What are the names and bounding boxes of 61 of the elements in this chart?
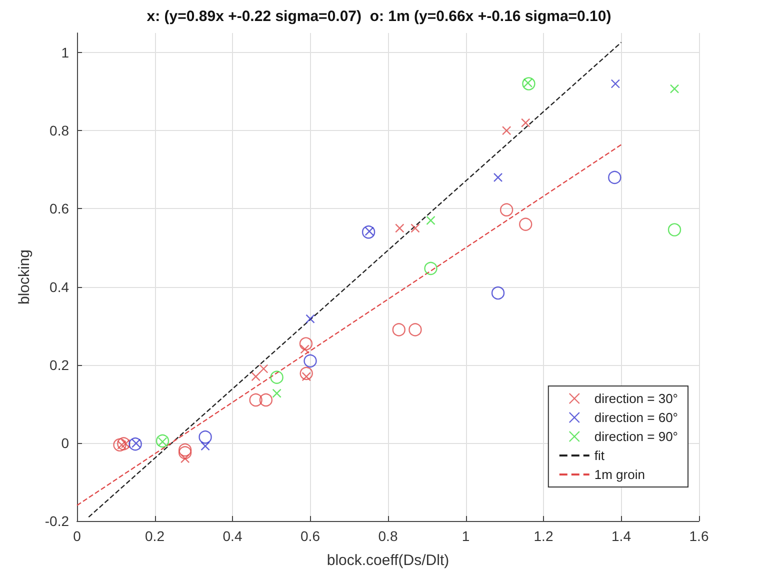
point (304, 354, 317, 368)
point (249, 393, 262, 407)
point (362, 226, 376, 239)
point (519, 218, 532, 231)
point (259, 364, 268, 374)
point (178, 446, 192, 460)
point (299, 337, 313, 350)
point (491, 286, 505, 300)
point (608, 170, 622, 184)
point (200, 441, 210, 451)
x-tick-label: 1.2 (534, 528, 554, 544)
y-tick-label: 0.2 (50, 356, 70, 373)
legend-label: direction = 60° (594, 410, 678, 425)
y-tick-label: -0.2 (44, 513, 70, 529)
point (668, 223, 682, 236)
point (522, 77, 536, 90)
point (610, 79, 620, 88)
point (272, 388, 282, 398)
point (270, 370, 284, 384)
point (502, 126, 512, 136)
x-tick-label: 1.4 (612, 528, 632, 544)
point (500, 203, 514, 216)
legend-label: direction = 30° (594, 391, 678, 406)
point (410, 224, 420, 233)
point (392, 323, 406, 336)
point (300, 366, 313, 380)
point (306, 314, 315, 324)
x-tick-label: 1 (462, 528, 470, 544)
y-tick-label: 0.6 (50, 200, 70, 217)
point (117, 437, 130, 450)
point (178, 443, 192, 457)
legend-label: direction = 90° (594, 429, 678, 444)
y-tick-label: 1 (61, 44, 70, 61)
x-tick-label: 0.4 (222, 528, 242, 544)
x-tick-label: 0.2 (145, 528, 165, 544)
point (670, 84, 680, 94)
legend-label: fit (594, 448, 605, 463)
point (424, 262, 438, 276)
x-tick-label: 0 (73, 528, 82, 544)
point (493, 172, 503, 182)
y-tick-label: 0.4 (50, 278, 70, 295)
chart-title: x: (y=0.89x +-0.22 sigma=0.07) o: 1m (y=0.66x +-0.16 sigma=0.10) (146, 8, 612, 25)
y-axis-title: blocking (16, 249, 33, 305)
point (251, 372, 260, 382)
point (300, 344, 310, 354)
x-tick-label: 1.6 (689, 528, 709, 544)
y-tick-label: 0.8 (50, 122, 70, 139)
point (521, 118, 530, 128)
point (180, 454, 190, 464)
x-tick-label: 0.8 (378, 528, 398, 544)
point (198, 430, 212, 444)
x-tick-label: 0.6 (300, 528, 320, 544)
point (395, 224, 404, 233)
point (259, 393, 273, 407)
legend-label: 1m groin (594, 467, 645, 482)
point (113, 438, 126, 452)
point (408, 323, 422, 336)
point (128, 437, 142, 451)
point (426, 216, 436, 225)
y-tick-label: 0 (61, 434, 70, 451)
x-axis-title: block.coeff(Ds/Dlt) (326, 552, 450, 569)
